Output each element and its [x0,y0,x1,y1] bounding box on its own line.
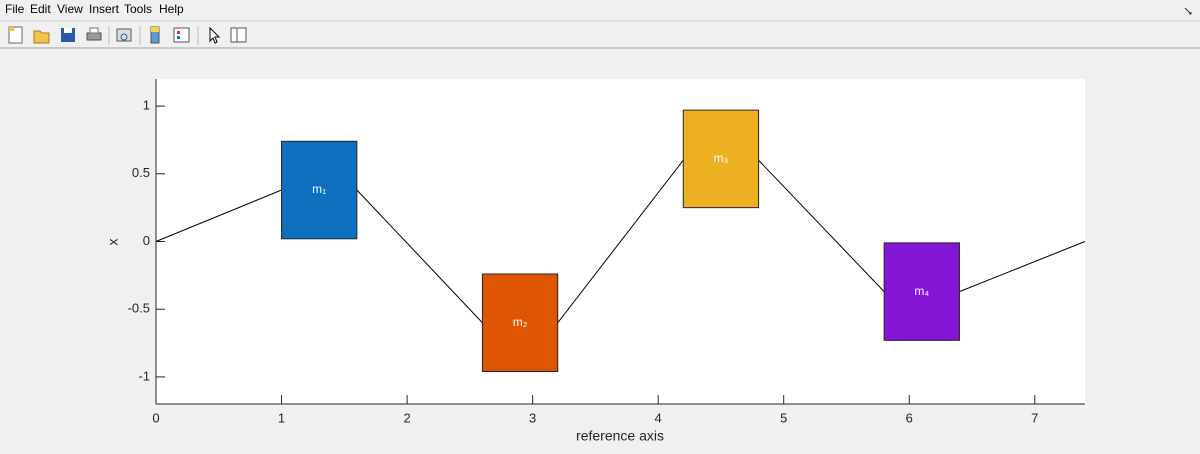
open-icon[interactable] [33,30,50,44]
block [281,140,358,240]
new-icon[interactable] [8,26,23,44]
undock-icon[interactable] [1184,7,1192,15]
x-tick-label: 4 [655,410,662,425]
menu-item[interactable]: Insert [89,2,120,16]
menu-item[interactable]: Tools [124,2,152,16]
block-label: m₃ [713,151,728,165]
menu-item[interactable]: View [57,2,83,16]
block [481,273,559,372]
x-tick-label: 0 [152,410,159,425]
menu-item[interactable]: Edit [30,2,51,16]
y-tick-label: 0.5 [132,165,150,180]
x-tick-label: 5 [780,410,787,425]
colorbar-icon[interactable] [150,26,160,44]
x-axis-label: reference axis [576,428,664,444]
menu-item[interactable]: File [5,2,25,16]
y-tick-label: -0.5 [128,301,150,316]
y-tick-label: -1 [138,368,150,383]
x-tick-label: 2 [403,410,410,425]
x-tick-label: 3 [529,410,536,425]
menu-item[interactable]: Help [159,2,184,16]
x-tick-label: 6 [906,410,913,425]
x-tick-label: 1 [278,410,285,425]
toolbar [8,26,247,45]
block-label: m₄ [914,284,929,298]
y-tick-label: 0 [143,233,150,248]
block-label: m₂ [513,315,528,329]
print-icon[interactable] [86,27,102,41]
block-label: m₁ [312,182,326,196]
pointer-icon[interactable] [209,26,221,44]
property-icon[interactable] [230,27,247,43]
legend-icon[interactable] [173,27,190,43]
y-axis-label: x [105,239,121,246]
block [883,242,960,341]
y-tick-label: 1 [143,98,150,113]
save-icon[interactable] [61,28,75,42]
block [682,109,760,209]
x-tick-label: 7 [1031,410,1038,425]
link-icon[interactable] [116,28,132,42]
